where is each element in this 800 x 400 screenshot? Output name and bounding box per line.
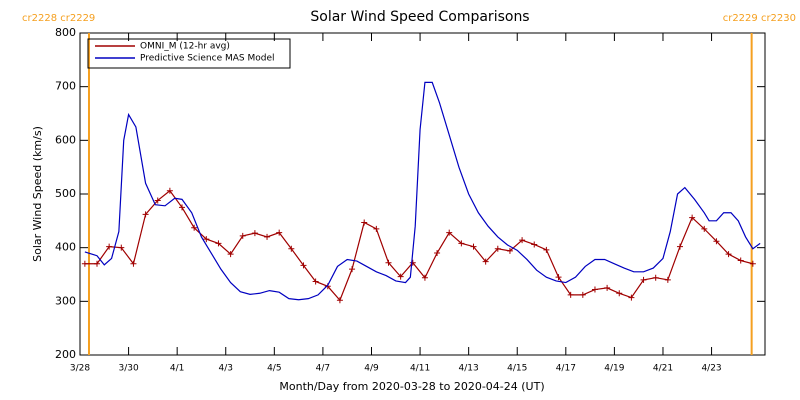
data-point: [676, 243, 683, 250]
legend-label: Predictive Science MAS Model: [140, 54, 275, 64]
plot-frame: [79, 32, 766, 356]
data-point: [628, 294, 635, 301]
data-point: [118, 244, 125, 251]
data-point: [94, 260, 101, 267]
data-point: [154, 197, 161, 204]
data-point: [652, 274, 659, 281]
data-point: [421, 274, 428, 281]
data-point: [373, 225, 380, 232]
x-tick-label: 4/15: [507, 364, 527, 374]
data-point: [130, 260, 137, 267]
legend-box: [87, 38, 291, 69]
y-tick-label: 500: [55, 187, 76, 200]
data-point: [640, 276, 647, 283]
x-axis-label: Month/Day from 2020-03-28 to 2020-04-24 …: [279, 380, 544, 393]
data-point: [506, 247, 513, 254]
y-tick-label: 300: [55, 294, 76, 307]
data-point: [701, 225, 708, 232]
y-tick-label: 800: [55, 26, 76, 39]
data-point: [555, 274, 562, 281]
data-point: [288, 245, 295, 252]
data-point: [227, 251, 234, 258]
x-tick-label: 4/19: [604, 364, 624, 374]
data-point: [81, 260, 88, 267]
data-point: [264, 233, 271, 240]
x-tick-label: 4/11: [410, 364, 430, 374]
data-point: [749, 260, 756, 267]
legend-label: OMNI_M (12-hr avg): [140, 42, 230, 52]
x-tick-label: 3/30: [118, 364, 138, 374]
y-tick-label: 700: [55, 80, 76, 93]
x-tick-label: 4/1: [170, 364, 184, 374]
data-point: [179, 204, 186, 211]
x-tick-label: 4/5: [267, 364, 281, 374]
data-point: [458, 240, 465, 247]
carrington-label: cr2229 cr2230: [723, 13, 796, 24]
carrington-label: cr2228 cr2229: [22, 13, 95, 24]
data-point: [737, 257, 744, 264]
x-tick-label: 4/9: [364, 364, 379, 374]
data-point: [543, 246, 550, 253]
data-point: [579, 291, 586, 298]
data-point: [616, 290, 623, 297]
data-point: [251, 230, 258, 237]
data-point: [215, 240, 222, 247]
y-tick-label: 400: [55, 241, 76, 254]
data-point: [239, 232, 246, 239]
y-tick-label: 200: [55, 348, 76, 361]
data-point: [349, 266, 356, 273]
x-tick-label: 4/3: [219, 364, 233, 374]
data-point: [519, 237, 526, 244]
data-point: [604, 284, 611, 291]
y-tick-label: 600: [55, 133, 76, 146]
series-line: [84, 81, 761, 301]
data-point: [531, 241, 538, 248]
data-point: [482, 258, 489, 265]
series-line: [84, 189, 754, 302]
data-point: [166, 187, 173, 194]
data-point: [106, 243, 113, 250]
data-point: [361, 219, 368, 226]
y-axis-label: Solar Wind Speed (km/s): [31, 126, 44, 262]
x-tick-label: 4/13: [459, 364, 479, 374]
x-tick-label: 3/28: [70, 364, 90, 374]
data-point: [591, 286, 598, 293]
data-point: [409, 259, 416, 266]
data-point: [203, 236, 210, 243]
data-point: [191, 224, 198, 231]
x-tick-label: 4/7: [316, 364, 330, 374]
data-point: [312, 278, 319, 285]
data-point: [664, 276, 671, 283]
chart-title: Solar Wind Speed Comparisons: [310, 9, 529, 25]
data-point: [336, 297, 343, 304]
x-tick-label: 4/21: [653, 364, 673, 374]
data-point: [385, 259, 392, 266]
data-point: [434, 250, 441, 257]
x-tick-label: 4/23: [701, 364, 721, 374]
data-point: [446, 229, 453, 236]
data-point: [397, 273, 404, 280]
data-point: [567, 291, 574, 298]
data-point: [689, 214, 696, 221]
data-point: [470, 243, 477, 250]
data-point: [713, 238, 720, 245]
data-point: [276, 229, 283, 236]
x-tick-label: 4/17: [556, 364, 576, 374]
data-point: [494, 245, 501, 252]
data-point: [142, 211, 149, 218]
data-point: [300, 262, 307, 269]
data-point: [725, 251, 732, 258]
